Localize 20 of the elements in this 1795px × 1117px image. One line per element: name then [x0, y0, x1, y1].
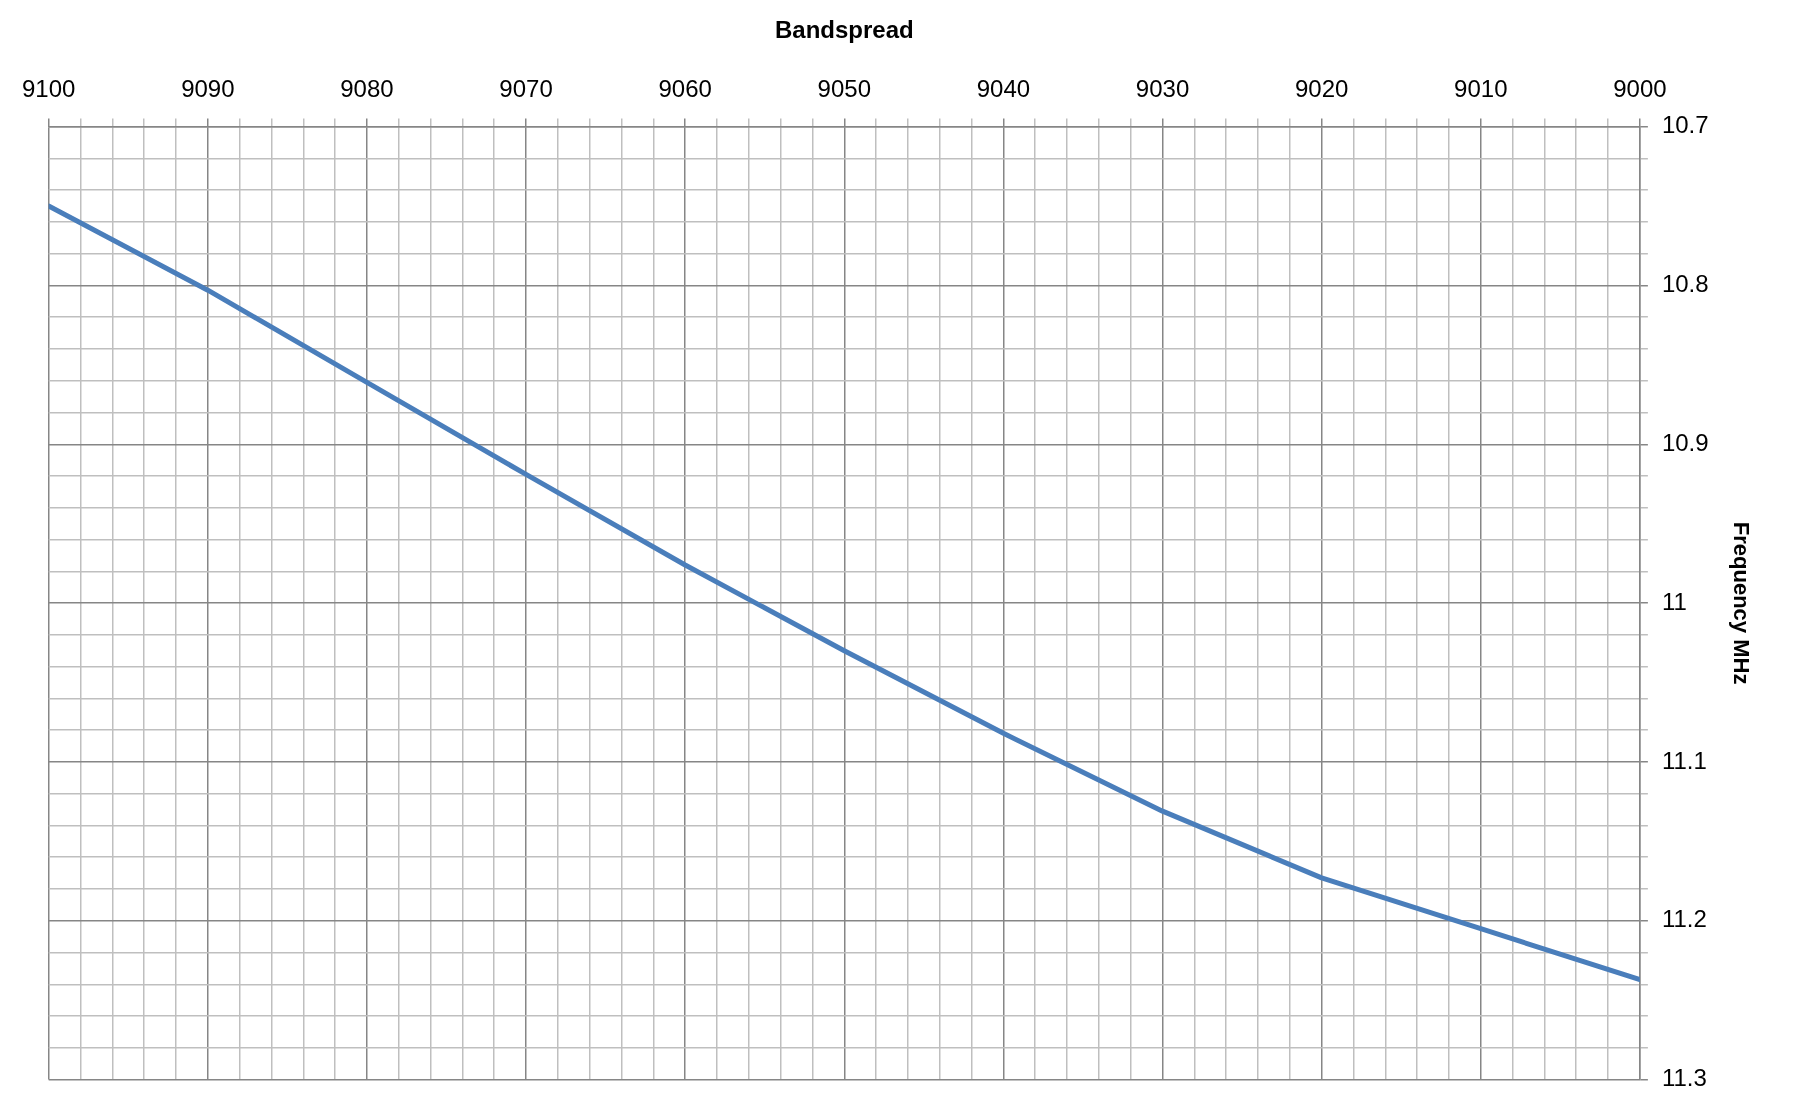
x-tick-label: 9040: [976, 74, 1031, 102]
y-tick-label: 11.2: [1661, 905, 1707, 933]
x-axis-title: Bandspread: [774, 16, 914, 44]
x-tick-label: 9080: [340, 74, 394, 102]
y-axis-title: Frequency MHz: [1728, 521, 1754, 685]
x-tick-label: 9030: [1135, 74, 1190, 102]
x-tick-label: 9100: [22, 74, 76, 102]
y-tick-label: 10.8: [1661, 270, 1709, 298]
x-tick-label: 9020: [1294, 74, 1349, 102]
x-tick-label: 9070: [499, 74, 553, 102]
y-tick-label: 10.7: [1661, 111, 1709, 139]
y-tick-label: 11.3: [1661, 1064, 1707, 1092]
x-tick-label: 9090: [181, 74, 235, 102]
x-tick-label: 9050: [817, 74, 871, 102]
y-tick-label: 11: [1661, 587, 1687, 615]
x-tick-label: 9010: [1454, 74, 1508, 102]
x-tick-label: 9060: [658, 74, 712, 102]
y-tick-label: 10.9: [1661, 428, 1709, 456]
x-tick-label: 9000: [1613, 74, 1667, 102]
y-tick-label: 11.1: [1661, 746, 1707, 774]
